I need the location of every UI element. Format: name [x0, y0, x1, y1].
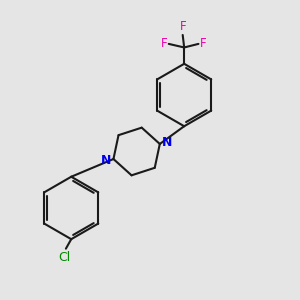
Text: F: F [179, 20, 186, 33]
Text: F: F [200, 38, 207, 50]
Text: Cl: Cl [58, 251, 70, 264]
Text: N: N [101, 154, 111, 167]
Text: F: F [160, 38, 167, 50]
Text: N: N [162, 136, 172, 149]
